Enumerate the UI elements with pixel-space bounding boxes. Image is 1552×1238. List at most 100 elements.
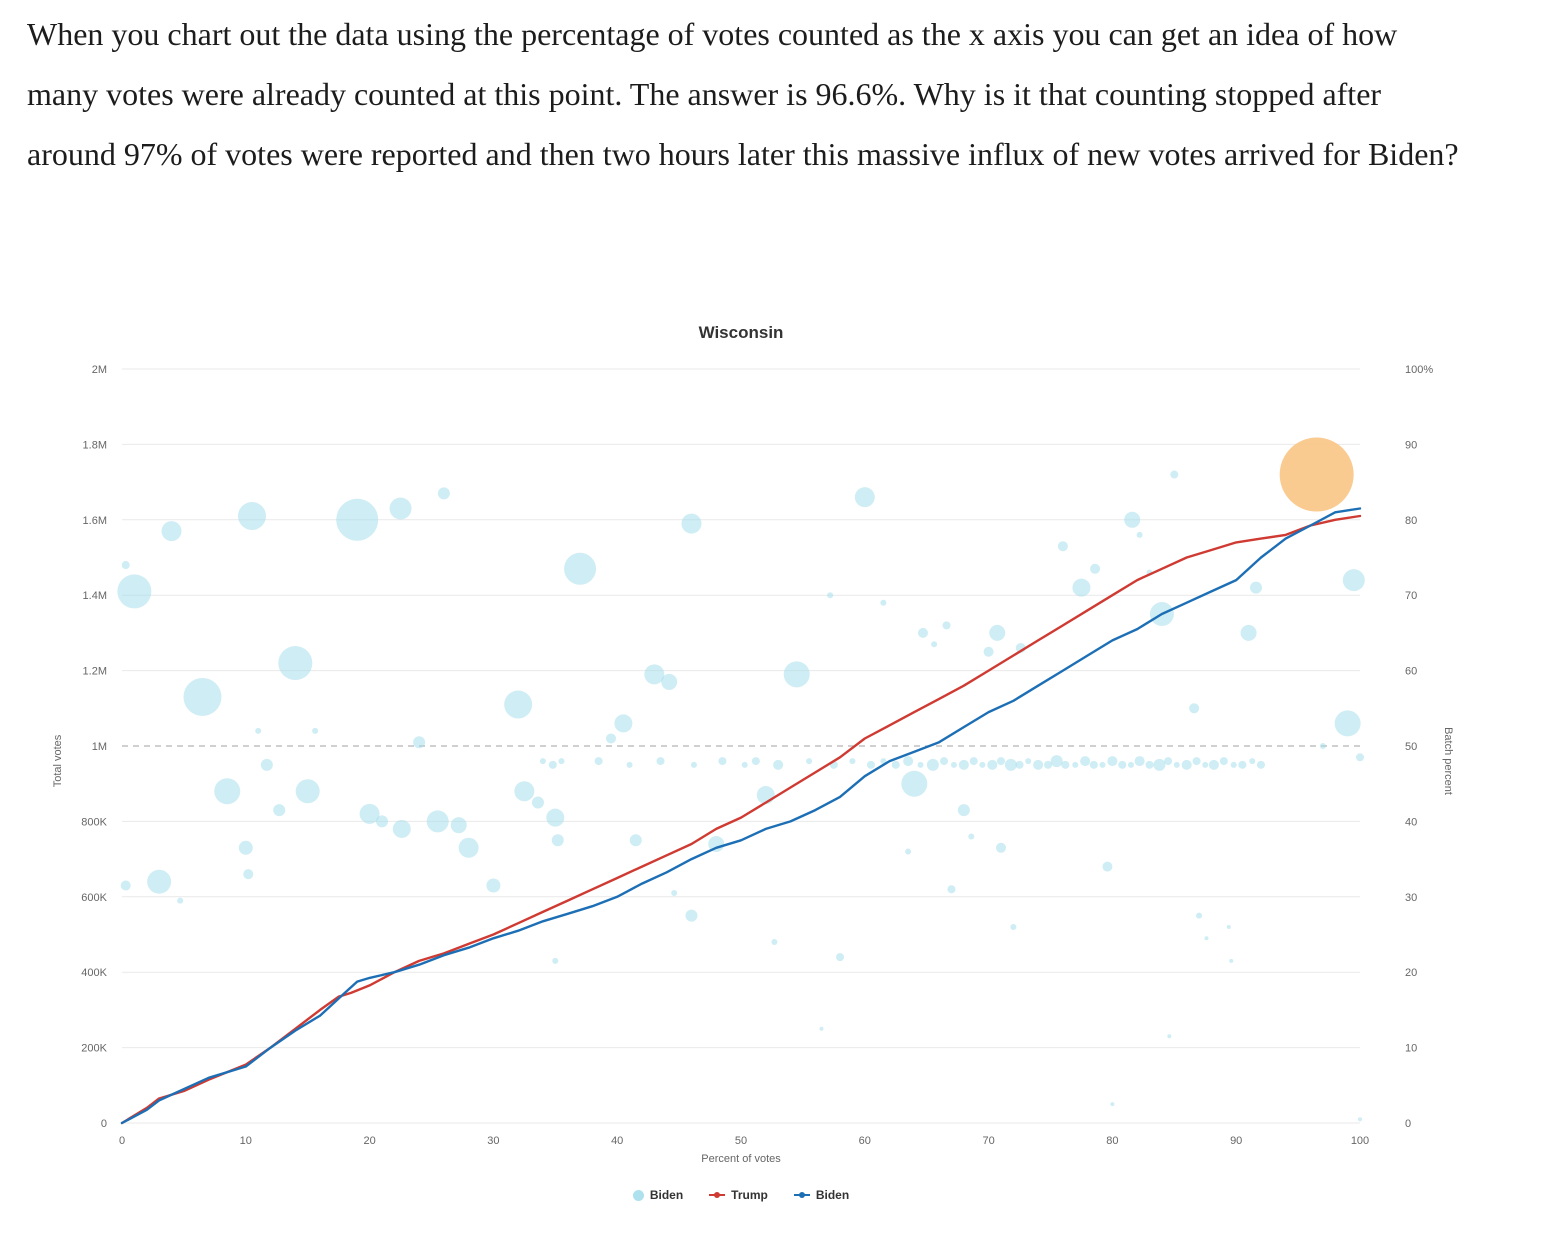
biden-batch-bubble [958,759,969,770]
y-left-tick-label: 400K [81,967,107,979]
biden-batch-bubble [336,498,379,541]
biden-batch-bubble [551,834,564,847]
biden-batch-bubble [836,953,845,962]
biden-batch-bubble [1033,759,1044,770]
biden-batch-bubble [957,804,970,817]
biden-batch-bubble [1170,470,1179,479]
biden-batch-bubble [1342,569,1365,592]
biden-batch-bubble [237,502,266,531]
biden-batch-bubble [681,513,702,534]
y-left-tick-label: 1.2M [83,666,107,678]
biden-batch-bubble [1240,624,1257,641]
biden-batch-bubble [983,646,994,657]
legend-label-trump-line: Trump [731,1188,768,1202]
biden-batch-bubble [629,834,642,847]
biden-batch-bubble [819,1026,824,1031]
biden-batch-bubble [1256,760,1265,769]
biden-batch-bubble [539,758,546,765]
biden-batch-bubble [644,664,665,685]
biden-batch-bubble [295,779,320,804]
biden-batch-bubble [1202,761,1209,768]
y-left-tick-label: 1.6M [83,515,107,527]
y-right-tick-label: 0 [1405,1118,1411,1130]
biden-batch-bubble [1025,758,1032,765]
biden-batch-bubble [996,757,1005,766]
biden-batch-bubble [1072,761,1079,768]
biden-batch-bubble [1102,861,1113,872]
biden-batch-bubble [260,758,273,771]
biden-batch-bubble [514,781,535,802]
biden-batch-bubble [968,833,975,840]
biden-batch-bubble [1226,924,1231,929]
trump-line-swatch-icon [709,1192,726,1198]
biden-batch-bubble [917,627,928,638]
biden-batch-bubble [1080,756,1091,767]
biden-bubble-swatch-icon [632,1189,644,1201]
biden-batch-bubble [486,878,501,893]
biden-batch-bubble [1181,759,1192,770]
legend-item-trump-line[interactable]: Trump [709,1188,768,1202]
legend-item-biden-bubbles[interactable]: Biden [632,1188,683,1202]
biden-batch-bubble [1356,753,1364,762]
x-tick-label: 70 [982,1135,994,1147]
biden-batch-bubble [614,714,633,733]
biden-batch-bubble [917,761,924,768]
biden-batch-bubble [905,848,912,855]
legend-item-biden-line[interactable]: Biden [793,1188,849,1202]
biden-line [120,507,1362,1125]
biden-batch-bubble [413,736,426,749]
biden-batch-bubble [161,521,182,542]
biden-batch-bubble [942,621,951,630]
biden-batch-bubble [969,757,978,766]
biden-batch-bubble [1010,923,1017,930]
y-right-tick-label: 10 [1405,1043,1417,1055]
biden-batch-bubble [273,804,286,817]
y-right-tick-label: 90 [1405,439,1417,451]
biden-batch-bubble [827,592,834,599]
chart-container: Wisconsin 0 0 200K 10 400K 20 600K 30 800K 40 1M 50… [0,295,1552,1238]
y-right-tick-label: 20 [1405,967,1417,979]
biden-batch-bubble [312,727,319,734]
y-right-tick-label: 50 [1405,741,1417,753]
biden-batch-bubble [1238,760,1247,769]
y-right-tick-label: 40 [1405,816,1417,828]
biden-batch-bubble [558,758,565,765]
biden-batch-bubble [504,690,533,719]
biden-batch-bubble [147,869,172,894]
y-left-tick-label: 0 [101,1118,107,1130]
biden-batch-bubble [773,759,784,770]
biden-influx-bubble [1279,437,1354,512]
biden-batch-bubble [940,757,949,766]
biden-batch-bubble [255,727,262,734]
biden-batch-bubble [564,552,597,585]
biden-batch-bubble [1124,511,1141,528]
biden-batch-bubble [359,803,380,824]
y-left-tick-label: 1.4M [83,590,107,602]
biden-batch-bubble [987,759,998,770]
y-axis-left-label: Total votes [52,734,64,788]
biden-batch-bubble [1319,743,1326,749]
biden-batch-bubble [771,939,778,946]
biden-batch-bubble [690,761,697,768]
biden-batch-bubble [708,836,725,853]
biden-batch-bubble [1192,757,1201,766]
biden-batch-bubble [1090,563,1101,574]
x-tick-label: 30 [487,1135,499,1147]
biden-batch-bubble [661,673,678,690]
y-left-tick-label: 800K [81,816,107,828]
biden-batch-bubble [950,761,957,768]
biden-batch-bubble [995,842,1006,853]
biden-batch-bubble [214,778,241,805]
biden-batch-bubble [1127,761,1134,768]
biden-batch-bubble [1110,1102,1115,1107]
biden-batch-bubble [546,808,565,827]
biden-batch-bubble [1189,703,1200,714]
biden-batch-bubble [389,497,412,520]
biden-batch-bubble [426,810,449,833]
y-left-tick-label: 1.8M [83,439,107,451]
biden-batch-bubble [751,757,760,766]
biden-batch-bubble [1015,760,1024,769]
biden-batch-bubble [278,646,313,681]
biden-batch-bubble [1044,760,1053,769]
